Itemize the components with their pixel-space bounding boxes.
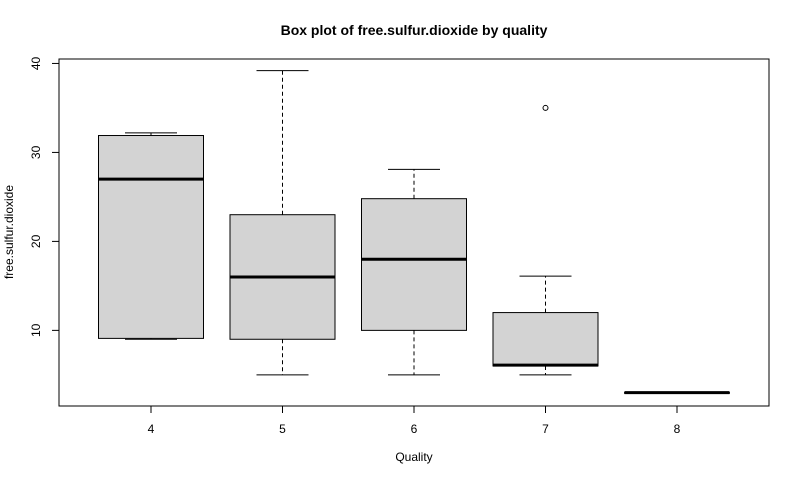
y-axis-label: free.sulfur.dioxide (2, 185, 16, 279)
x-axis-label: Quality (395, 450, 432, 464)
y-axis: 10 20 30 40 (29, 56, 59, 337)
x-tick-label: 6 (411, 422, 418, 436)
box-4 (98, 132, 204, 340)
box-6 (361, 168, 467, 376)
box-5 (229, 70, 336, 376)
iqr-box (492, 312, 599, 367)
box-7 (492, 104, 599, 376)
y-tick-label: 20 (29, 234, 43, 248)
iqr-box (361, 198, 467, 331)
boxes-group (98, 70, 730, 395)
x-axis: 4 5 6 7 8 (148, 406, 681, 436)
y-tick-label: 40 (29, 56, 43, 70)
outlier-point (542, 104, 549, 111)
y-tick-label: 10 (29, 323, 43, 337)
chart-title: Box plot of free.sulfur.dioxide by quali… (281, 22, 548, 38)
x-tick-label: 4 (148, 422, 155, 436)
y-tick-label: 30 (29, 145, 43, 159)
x-tick-label: 5 (279, 422, 286, 436)
x-tick-label: 8 (674, 422, 681, 436)
box-8 (624, 391, 730, 395)
x-tick-label: 7 (542, 422, 549, 436)
iqr-box (98, 135, 204, 339)
